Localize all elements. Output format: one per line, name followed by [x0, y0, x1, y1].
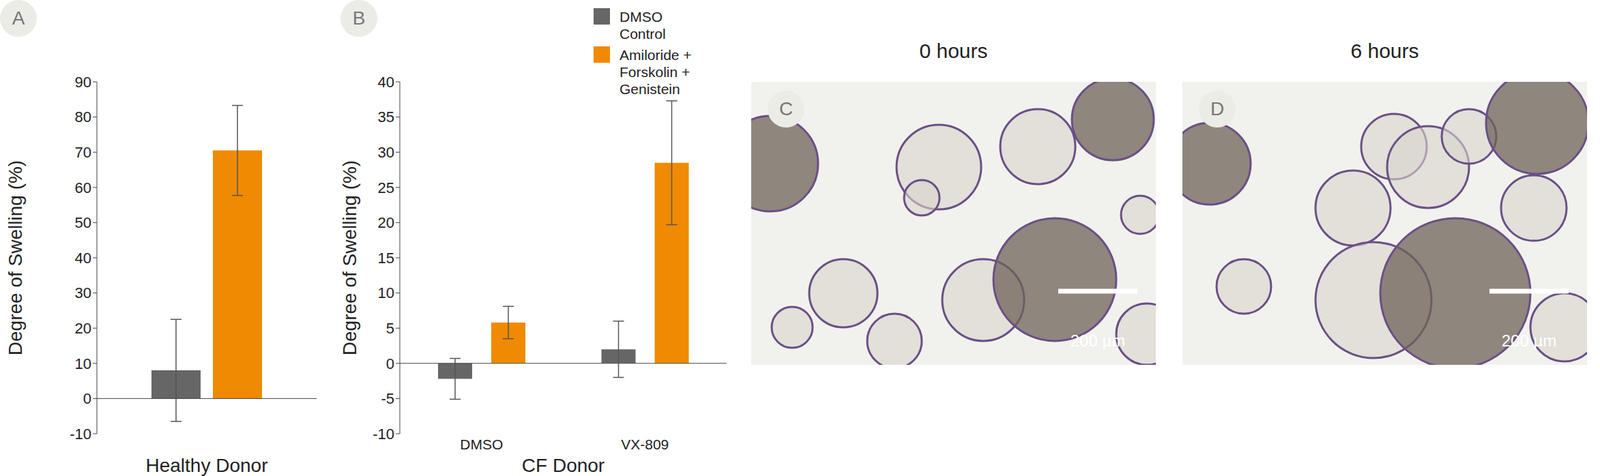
svg-text:-10: -10: [372, 425, 395, 443]
html-text:A: A: [12, 7, 25, 29]
svg-text:35: 35: [377, 108, 395, 126]
svg-text:30: 30: [377, 143, 395, 162]
svg-text:Healthy Donor: Healthy Donor: [146, 455, 269, 476]
svg-text:0: 0: [386, 355, 395, 373]
svg-text:25: 25: [377, 179, 395, 197]
html-text:0 hours: 0 hours: [919, 39, 988, 63]
svg-text:15: 15: [377, 249, 395, 267]
html-text:6 hours: 6 hours: [1350, 39, 1419, 63]
svg-text:60: 60: [75, 179, 92, 197]
svg-text:200 µm: 200 µm: [1501, 331, 1558, 351]
svg-text:DMSO: DMSO: [459, 436, 503, 453]
html-text:DMSO Control: DMSO Control: [619, 8, 666, 42]
html-text:Amiloride + Forskolin + Genist: Amiloride + Forskolin + Genistein: [619, 47, 692, 97]
html-text:B: B: [352, 7, 366, 29]
svg-text:40: 40: [75, 249, 92, 267]
svg-text:Degree of Swelling (%): Degree of Swelling (%): [339, 160, 361, 356]
svg-text:80: 80: [75, 108, 92, 126]
svg-text:10: 10: [75, 355, 92, 373]
svg-text:40: 40: [377, 73, 395, 91]
svg-text:VX-809: VX-809: [620, 436, 669, 453]
svg-text:Degree of Swelling (%): Degree of Swelling (%): [5, 160, 26, 356]
html-text:C: C: [779, 98, 793, 120]
svg-text:CF Donor: CF Donor: [521, 455, 605, 476]
svg-text:10: 10: [377, 284, 395, 302]
svg-text:70: 70: [75, 143, 92, 162]
svg-text:-10: -10: [69, 425, 92, 443]
svg-text:-5: -5: [380, 390, 395, 408]
svg-text:5: 5: [386, 320, 395, 338]
svg-text:30: 30: [75, 284, 92, 302]
svg-text:20: 20: [377, 214, 395, 232]
svg-text:0: 0: [83, 390, 92, 408]
svg-text:50: 50: [75, 214, 92, 232]
html-text:D: D: [1210, 98, 1225, 120]
svg-text:200 µm: 200 µm: [1070, 331, 1126, 351]
svg-text:90: 90: [75, 73, 92, 91]
svg-text:20: 20: [75, 320, 92, 338]
